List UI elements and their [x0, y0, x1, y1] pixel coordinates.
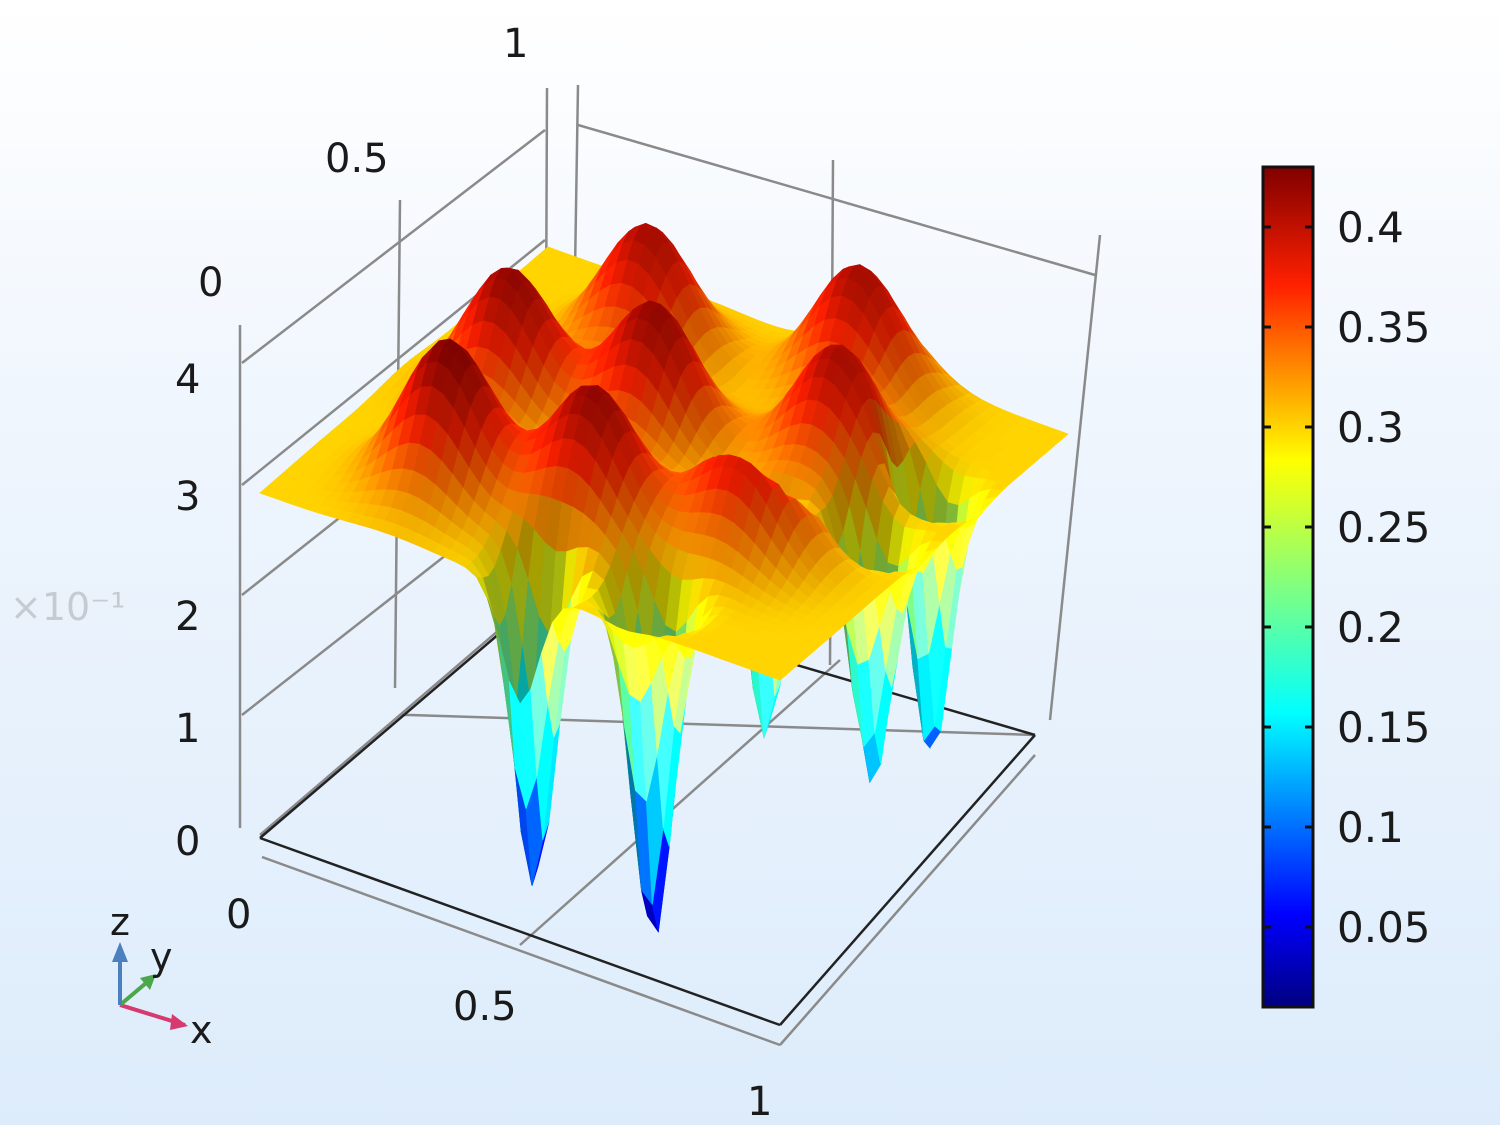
- y-tick-label: 1: [503, 21, 528, 67]
- z-axis-multiplier: ×10⁻¹: [10, 585, 125, 629]
- x-tick-label: 0: [226, 892, 251, 938]
- colorbar-tick-label: 0.15: [1337, 703, 1431, 752]
- triad-x-label: x: [190, 1008, 213, 1052]
- surface-plot: [259, 222, 1069, 933]
- colorbar-tick-label: 0.25: [1337, 503, 1431, 552]
- triad-x-arrowhead: [170, 1014, 188, 1030]
- axis-triad: x y z: [110, 900, 213, 1052]
- y-tick-label: 0: [198, 260, 223, 306]
- triad-z-label: z: [110, 900, 130, 944]
- triad-y-label: y: [150, 935, 173, 979]
- z-tick-label: 1: [175, 706, 200, 752]
- x-tick-label: 1: [747, 1079, 772, 1125]
- colorbar-tick-label: 0.2: [1337, 603, 1404, 652]
- colorbar-gradient: [1261, 165, 1315, 1009]
- colorbar-tick-label: 0.1: [1337, 803, 1404, 852]
- y-tick-label: 0.5: [325, 136, 389, 182]
- z-axis-ticks: 0 1 2 3 4 ×10⁻¹: [10, 357, 200, 865]
- z-tick-label: 0: [175, 819, 200, 865]
- z-tick-label: 4: [175, 357, 200, 403]
- z-tick-label: 3: [175, 474, 200, 520]
- colorbar: 0.05 0.1 0.15 0.2 0.25 0.3 0.35 0.4: [1261, 165, 1431, 1009]
- x-axis-ticks: 0 0.5 1: [226, 892, 772, 1125]
- colorbar-tick-label: 0.4: [1337, 203, 1404, 252]
- triad-z-arrowhead: [112, 942, 128, 962]
- colorbar-tick-label: 0.05: [1337, 903, 1431, 952]
- colorbar-tick-label: 0.3: [1337, 403, 1404, 452]
- z-tick-label: 2: [175, 594, 200, 640]
- x-tick-label: 0.5: [453, 984, 517, 1030]
- colorbar-tick-label: 0.35: [1337, 303, 1431, 352]
- y-axis-ticks: 0 0.5 1: [198, 21, 528, 306]
